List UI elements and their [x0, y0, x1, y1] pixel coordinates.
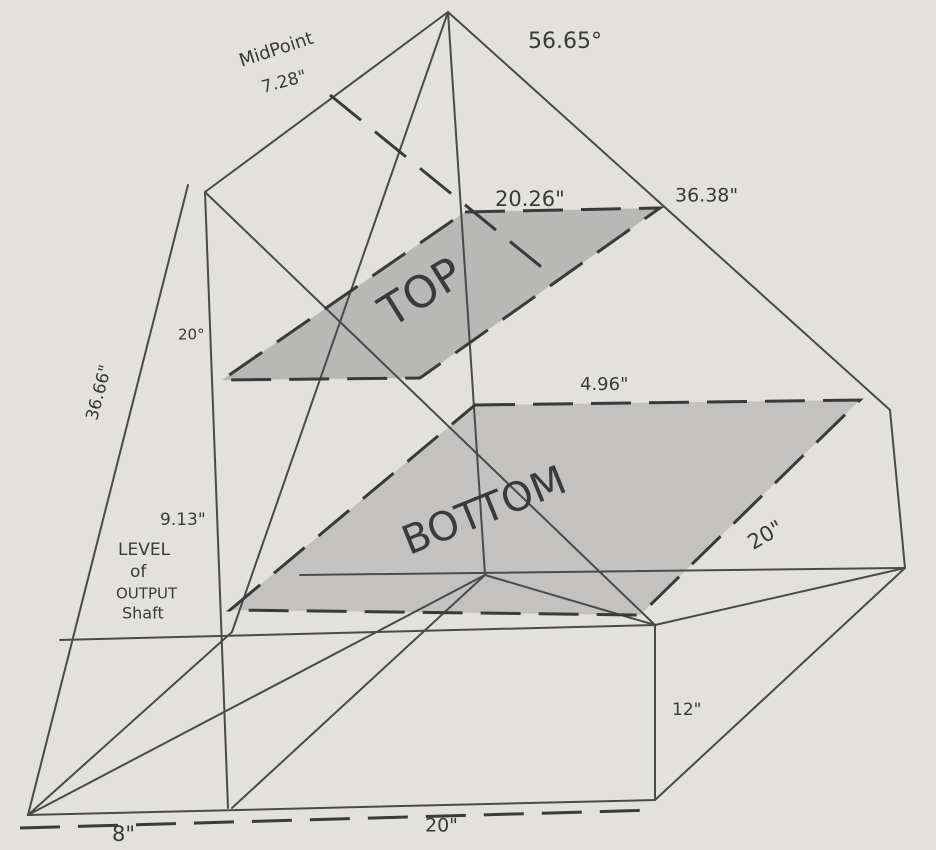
- shaft-height: 9.13": [160, 510, 206, 530]
- width: 20": [425, 815, 458, 837]
- box-height: 12": [672, 700, 701, 720]
- sketch: MidPoint 7.28" 56.65° 20.26" 36.38" TOP …: [0, 0, 936, 850]
- level-line: OUTPUT: [116, 585, 178, 603]
- level-line: Shaft: [122, 604, 164, 623]
- offset: 8": [112, 822, 135, 846]
- right-edge: 36.38": [675, 185, 738, 207]
- apex-angle: 56.65°: [528, 29, 602, 54]
- level-line: of: [130, 562, 147, 582]
- top-width: 20.26": [495, 187, 565, 211]
- gap: 4.96": [580, 374, 628, 395]
- side-angle: 20°: [178, 326, 205, 344]
- level-line: LEVEL: [118, 540, 171, 560]
